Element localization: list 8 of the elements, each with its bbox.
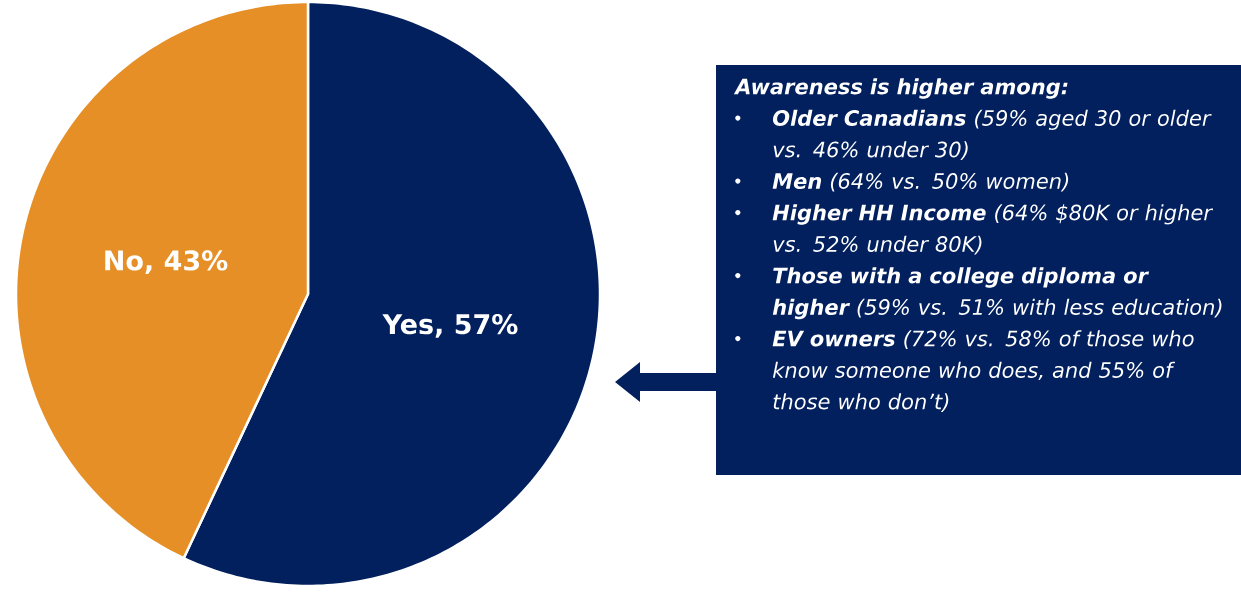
text: Men (64% vs. 50% women)	[772, 172, 1069, 192]
slice-label: No, 43%	[105, 250, 228, 275]
slice-label: Yes, 57%	[382, 313, 518, 338]
text: Those with a college diploma or higher (59% vs. 51% with less education)	[772, 267, 1222, 320]
text: Awareness is higher among:	[733, 78, 1068, 99]
text: Higher HH Income (64% $80K or higher vs. 52% under 80K)	[772, 204, 1214, 255]
text: EV owners (72% vs. 58% of those who know someone who does, and 55% of those who don’t)	[772, 330, 1194, 412]
text: Older Canadians (59% aged 30 or older vs. 46% under 30)	[772, 109, 1212, 160]
